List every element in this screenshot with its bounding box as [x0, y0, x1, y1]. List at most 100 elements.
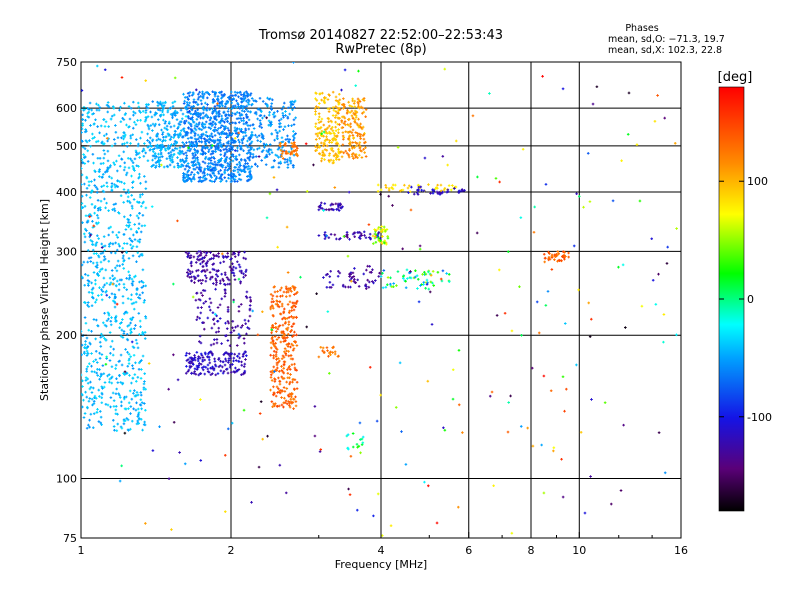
data-point: [83, 235, 87, 239]
data-point: [284, 150, 288, 153]
data-point: [84, 119, 87, 122]
data-point: [236, 168, 240, 171]
data-point: [326, 349, 329, 352]
data-point: [435, 190, 439, 194]
data-point: [376, 234, 379, 237]
data-point: [378, 237, 382, 240]
data-point: [162, 165, 166, 169]
data-point: [260, 126, 263, 129]
data-point: [225, 144, 229, 148]
data-point: [440, 279, 444, 283]
data-point: [110, 381, 114, 385]
data-point: [126, 195, 130, 199]
data-point: [208, 305, 211, 309]
data-point: [257, 465, 261, 469]
data-point: [237, 177, 241, 181]
data-point: [209, 138, 212, 141]
data-point: [188, 101, 191, 105]
data-point: [184, 151, 188, 155]
data-point: [129, 327, 133, 331]
data-point: [278, 143, 282, 147]
data-point: [106, 101, 110, 104]
data-point: [224, 157, 228, 160]
data-point: [137, 411, 141, 414]
data-point: [144, 408, 147, 412]
data-point: [199, 168, 203, 172]
data-point: [214, 277, 217, 281]
data-point: [436, 183, 439, 187]
data-point: [120, 363, 124, 367]
data-point: [122, 137, 125, 141]
data-point: [242, 99, 245, 103]
data-point: [221, 371, 225, 375]
data-point: [284, 336, 288, 340]
data-point: [362, 272, 366, 276]
data-point: [282, 377, 286, 380]
data-point: [270, 102, 274, 105]
data-point: [91, 248, 95, 252]
data-point: [141, 149, 144, 153]
data-point: [244, 270, 248, 274]
data-point: [189, 178, 193, 181]
data-point: [125, 372, 128, 375]
data-point: [380, 242, 384, 245]
data-point: [247, 164, 250, 168]
data-point: [188, 91, 192, 94]
data-point: [285, 295, 288, 298]
data-point: [147, 362, 151, 365]
y-tick-label: 300: [56, 245, 77, 258]
data-point: [265, 116, 268, 120]
data-point: [244, 134, 248, 138]
data-point: [254, 133, 257, 137]
data-point: [151, 100, 155, 103]
data-point: [363, 234, 366, 237]
data-point: [331, 208, 334, 211]
data-point: [230, 141, 233, 145]
data-point: [213, 338, 216, 341]
data-point: [213, 157, 216, 160]
data-point: [335, 135, 339, 139]
data-point: [334, 142, 338, 146]
data-point: [213, 357, 216, 361]
data-point: [322, 141, 326, 145]
data-point: [249, 141, 253, 145]
data-point: [205, 106, 209, 110]
data-point: [338, 116, 341, 120]
data-point: [375, 419, 379, 423]
data-point: [130, 282, 134, 285]
data-point: [139, 181, 142, 185]
data-point: [194, 276, 197, 279]
data-point: [278, 463, 282, 467]
data-point: [588, 200, 592, 203]
data-point: [334, 95, 338, 99]
data-point: [288, 405, 292, 409]
data-point: [126, 324, 129, 328]
data-point: [337, 158, 341, 161]
data-point: [418, 247, 422, 251]
data-point: [328, 107, 331, 110]
data-point: [93, 370, 96, 374]
data-point: [579, 430, 583, 434]
data-point: [287, 395, 291, 398]
data-point: [334, 120, 337, 124]
data-point: [115, 284, 118, 288]
data-point: [431, 191, 435, 195]
data-point: [442, 426, 445, 430]
data-point: [199, 362, 203, 366]
data-point: [154, 166, 157, 169]
data-point: [223, 271, 227, 275]
data-point: [219, 177, 223, 181]
data-point: [347, 447, 350, 451]
data-point: [208, 271, 212, 274]
data-point: [137, 151, 141, 155]
data-point: [126, 297, 130, 300]
data-point: [193, 173, 196, 176]
data-point: [350, 114, 354, 118]
data-point: [617, 265, 620, 269]
data-point: [170, 155, 174, 159]
data-point: [117, 392, 120, 396]
data-point: [129, 355, 132, 358]
data-point: [144, 284, 147, 288]
data-point: [321, 349, 324, 353]
data-point: [351, 134, 355, 137]
